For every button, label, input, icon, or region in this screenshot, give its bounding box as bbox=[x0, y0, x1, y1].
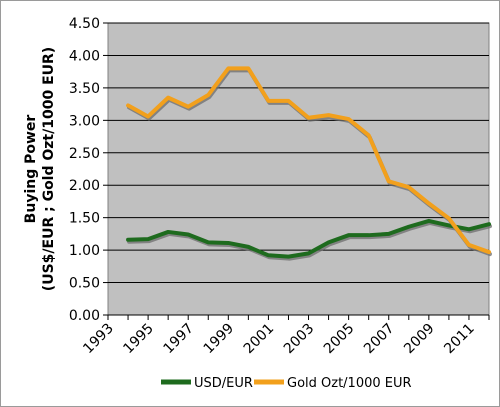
legend-label: USD/EUR bbox=[194, 376, 253, 391]
y-tick-label: 2.00 bbox=[69, 178, 100, 194]
y-tick-label: 3.00 bbox=[69, 113, 100, 129]
x-tick-label: 2003 bbox=[281, 321, 318, 358]
y-axis-title: Buying Power bbox=[23, 115, 39, 224]
x-tick-label: 1995 bbox=[120, 321, 157, 358]
y-tick-label: 4.00 bbox=[69, 48, 100, 64]
legend-label: Gold Ozt/1000 EUR bbox=[287, 376, 412, 391]
x-tick-label: 2009 bbox=[401, 321, 438, 358]
legend: USD/EUR Gold Ozt/1000 EUR bbox=[161, 376, 412, 391]
y-tick-label: 1.00 bbox=[69, 243, 100, 259]
y-tick-label: 1.50 bbox=[69, 211, 100, 227]
y-tick-label: 2.50 bbox=[69, 146, 100, 162]
plot-area bbox=[107, 22, 490, 316]
y-tick-label: 4.50 bbox=[69, 16, 100, 32]
x-tick-label: 1999 bbox=[201, 321, 238, 358]
y-axis-title-units: (US$/EUR ; Gold Ozt/1000 EUR) bbox=[41, 47, 57, 291]
x-tick-label: 1993 bbox=[80, 321, 117, 358]
series-line-0 bbox=[126, 218, 491, 259]
gridlines bbox=[108, 22, 489, 316]
x-axis-ticks: 1993 1995 1997 1999 2001 2003 2005 2007 2009 2011 bbox=[80, 315, 490, 358]
x-tick-label: 2001 bbox=[241, 321, 278, 358]
x-tick-label: 2011 bbox=[441, 321, 478, 358]
y-tick-label: 0.00 bbox=[69, 308, 100, 324]
x-tick-label: 2007 bbox=[361, 321, 398, 358]
y-axis-ticks: 0.00 0.50 1.00 1.50 2.00 2.50 3.00 3.50 4.00 4.50 bbox=[69, 16, 108, 324]
y-tick-label: 0.50 bbox=[69, 276, 100, 292]
y-tick-label: 3.50 bbox=[69, 81, 100, 97]
x-tick-label: 1997 bbox=[161, 321, 198, 358]
x-tick-label: 2005 bbox=[321, 321, 358, 358]
series-layer bbox=[126, 66, 492, 261]
series-line-1 bbox=[126, 66, 491, 255]
